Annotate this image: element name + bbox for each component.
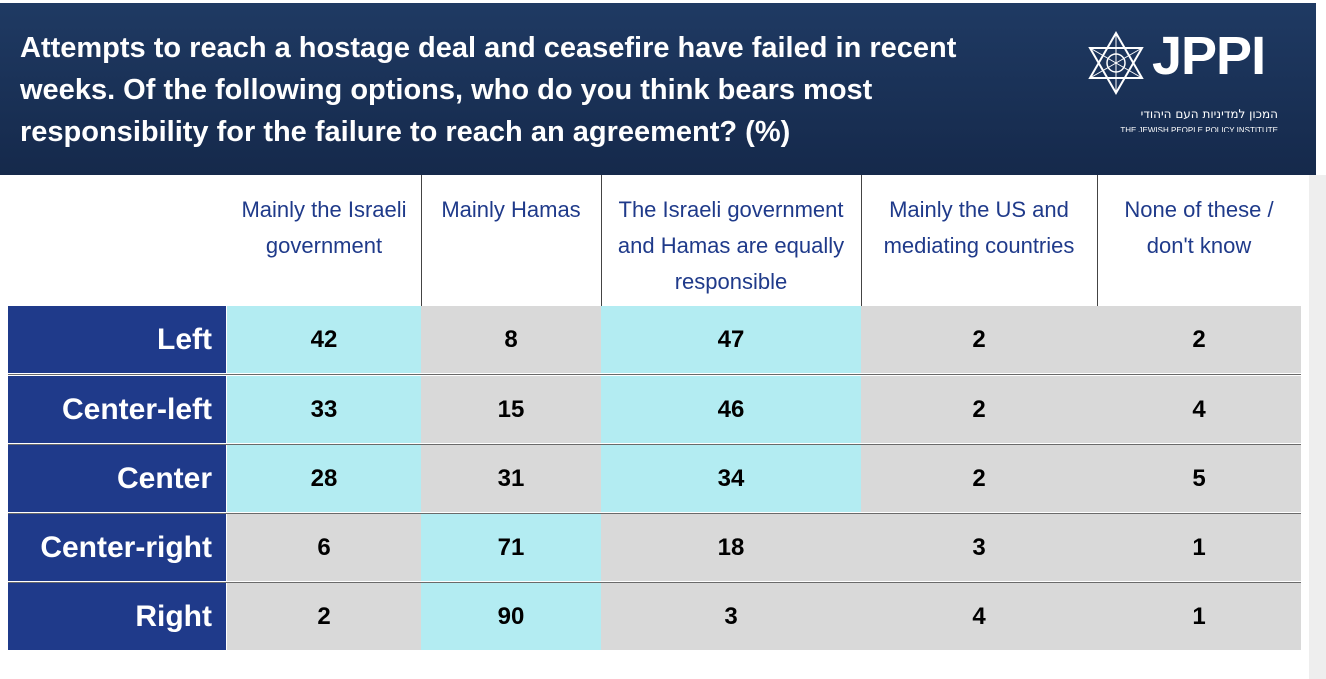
chart-title: Attempts to reach a hostage deal and cea… xyxy=(20,32,957,148)
table-cell: 47 xyxy=(601,306,861,373)
table-cell: 1 xyxy=(1097,583,1301,650)
row-label: Center xyxy=(8,445,226,512)
table-cell: 2 xyxy=(861,376,1097,443)
page-edge-strip xyxy=(1309,175,1326,679)
table-cell: 3 xyxy=(861,514,1097,581)
column-divider xyxy=(601,175,602,306)
table-cell: 42 xyxy=(227,306,421,373)
table-cell: 5 xyxy=(1097,445,1301,512)
table-cell: 71 xyxy=(421,514,601,581)
table-cell: 2 xyxy=(861,445,1097,512)
table-cell: 31 xyxy=(421,445,601,512)
table-cell: 1 xyxy=(1097,514,1301,581)
column-header: The Israeli government and Hamas are equ… xyxy=(617,197,845,294)
table-cell: 18 xyxy=(601,514,861,581)
table-cell: 2 xyxy=(1097,306,1301,373)
row-divider xyxy=(8,513,1301,514)
table-cell: 6 xyxy=(227,514,421,581)
logo-hebrew-text: המכון למדיניות העם היהודי xyxy=(1140,107,1278,121)
row-divider xyxy=(8,582,1301,583)
jppi-logo: JPPI המכון למדיניות העם היהודי THE JEWIS… xyxy=(1082,26,1282,141)
table-cell: 15 xyxy=(421,376,601,443)
row-label: Center-right xyxy=(8,514,226,581)
table-cell: 3 xyxy=(601,583,861,650)
column-divider xyxy=(1097,175,1098,306)
logo-wordmark: JPPI xyxy=(1152,26,1266,86)
chart-header: Attempts to reach a hostage deal and cea… xyxy=(0,3,1316,175)
table-cell: 4 xyxy=(861,583,1097,650)
column-header: Mainly the US and mediating countries xyxy=(883,197,1075,258)
row-label: Right xyxy=(8,583,226,650)
column-divider xyxy=(861,175,862,306)
column-header: None of these / don't know xyxy=(1124,197,1274,258)
table-cell: 46 xyxy=(601,376,861,443)
column-divider xyxy=(421,175,422,306)
column-header: Mainly Hamas xyxy=(441,197,581,222)
table-cell: 90 xyxy=(421,583,601,650)
row-label: Center-left xyxy=(8,376,226,443)
row-divider xyxy=(8,444,1301,445)
table-cell: 2 xyxy=(227,583,421,650)
row-label: Left xyxy=(8,306,226,373)
table-cell: 33 xyxy=(227,376,421,443)
table-cell: 2 xyxy=(861,306,1097,373)
logo-english-text: THE JEWISH PEOPLE POLICY INSTITUTE xyxy=(1120,126,1278,132)
star-of-david-icon xyxy=(1088,31,1144,95)
table-cell: 34 xyxy=(601,445,861,512)
column-header: Mainly the Israeli government xyxy=(241,197,407,258)
table-cell: 28 xyxy=(227,445,421,512)
row-divider xyxy=(8,374,1301,375)
table-cell: 8 xyxy=(421,306,601,373)
table-cell: 4 xyxy=(1097,376,1301,443)
